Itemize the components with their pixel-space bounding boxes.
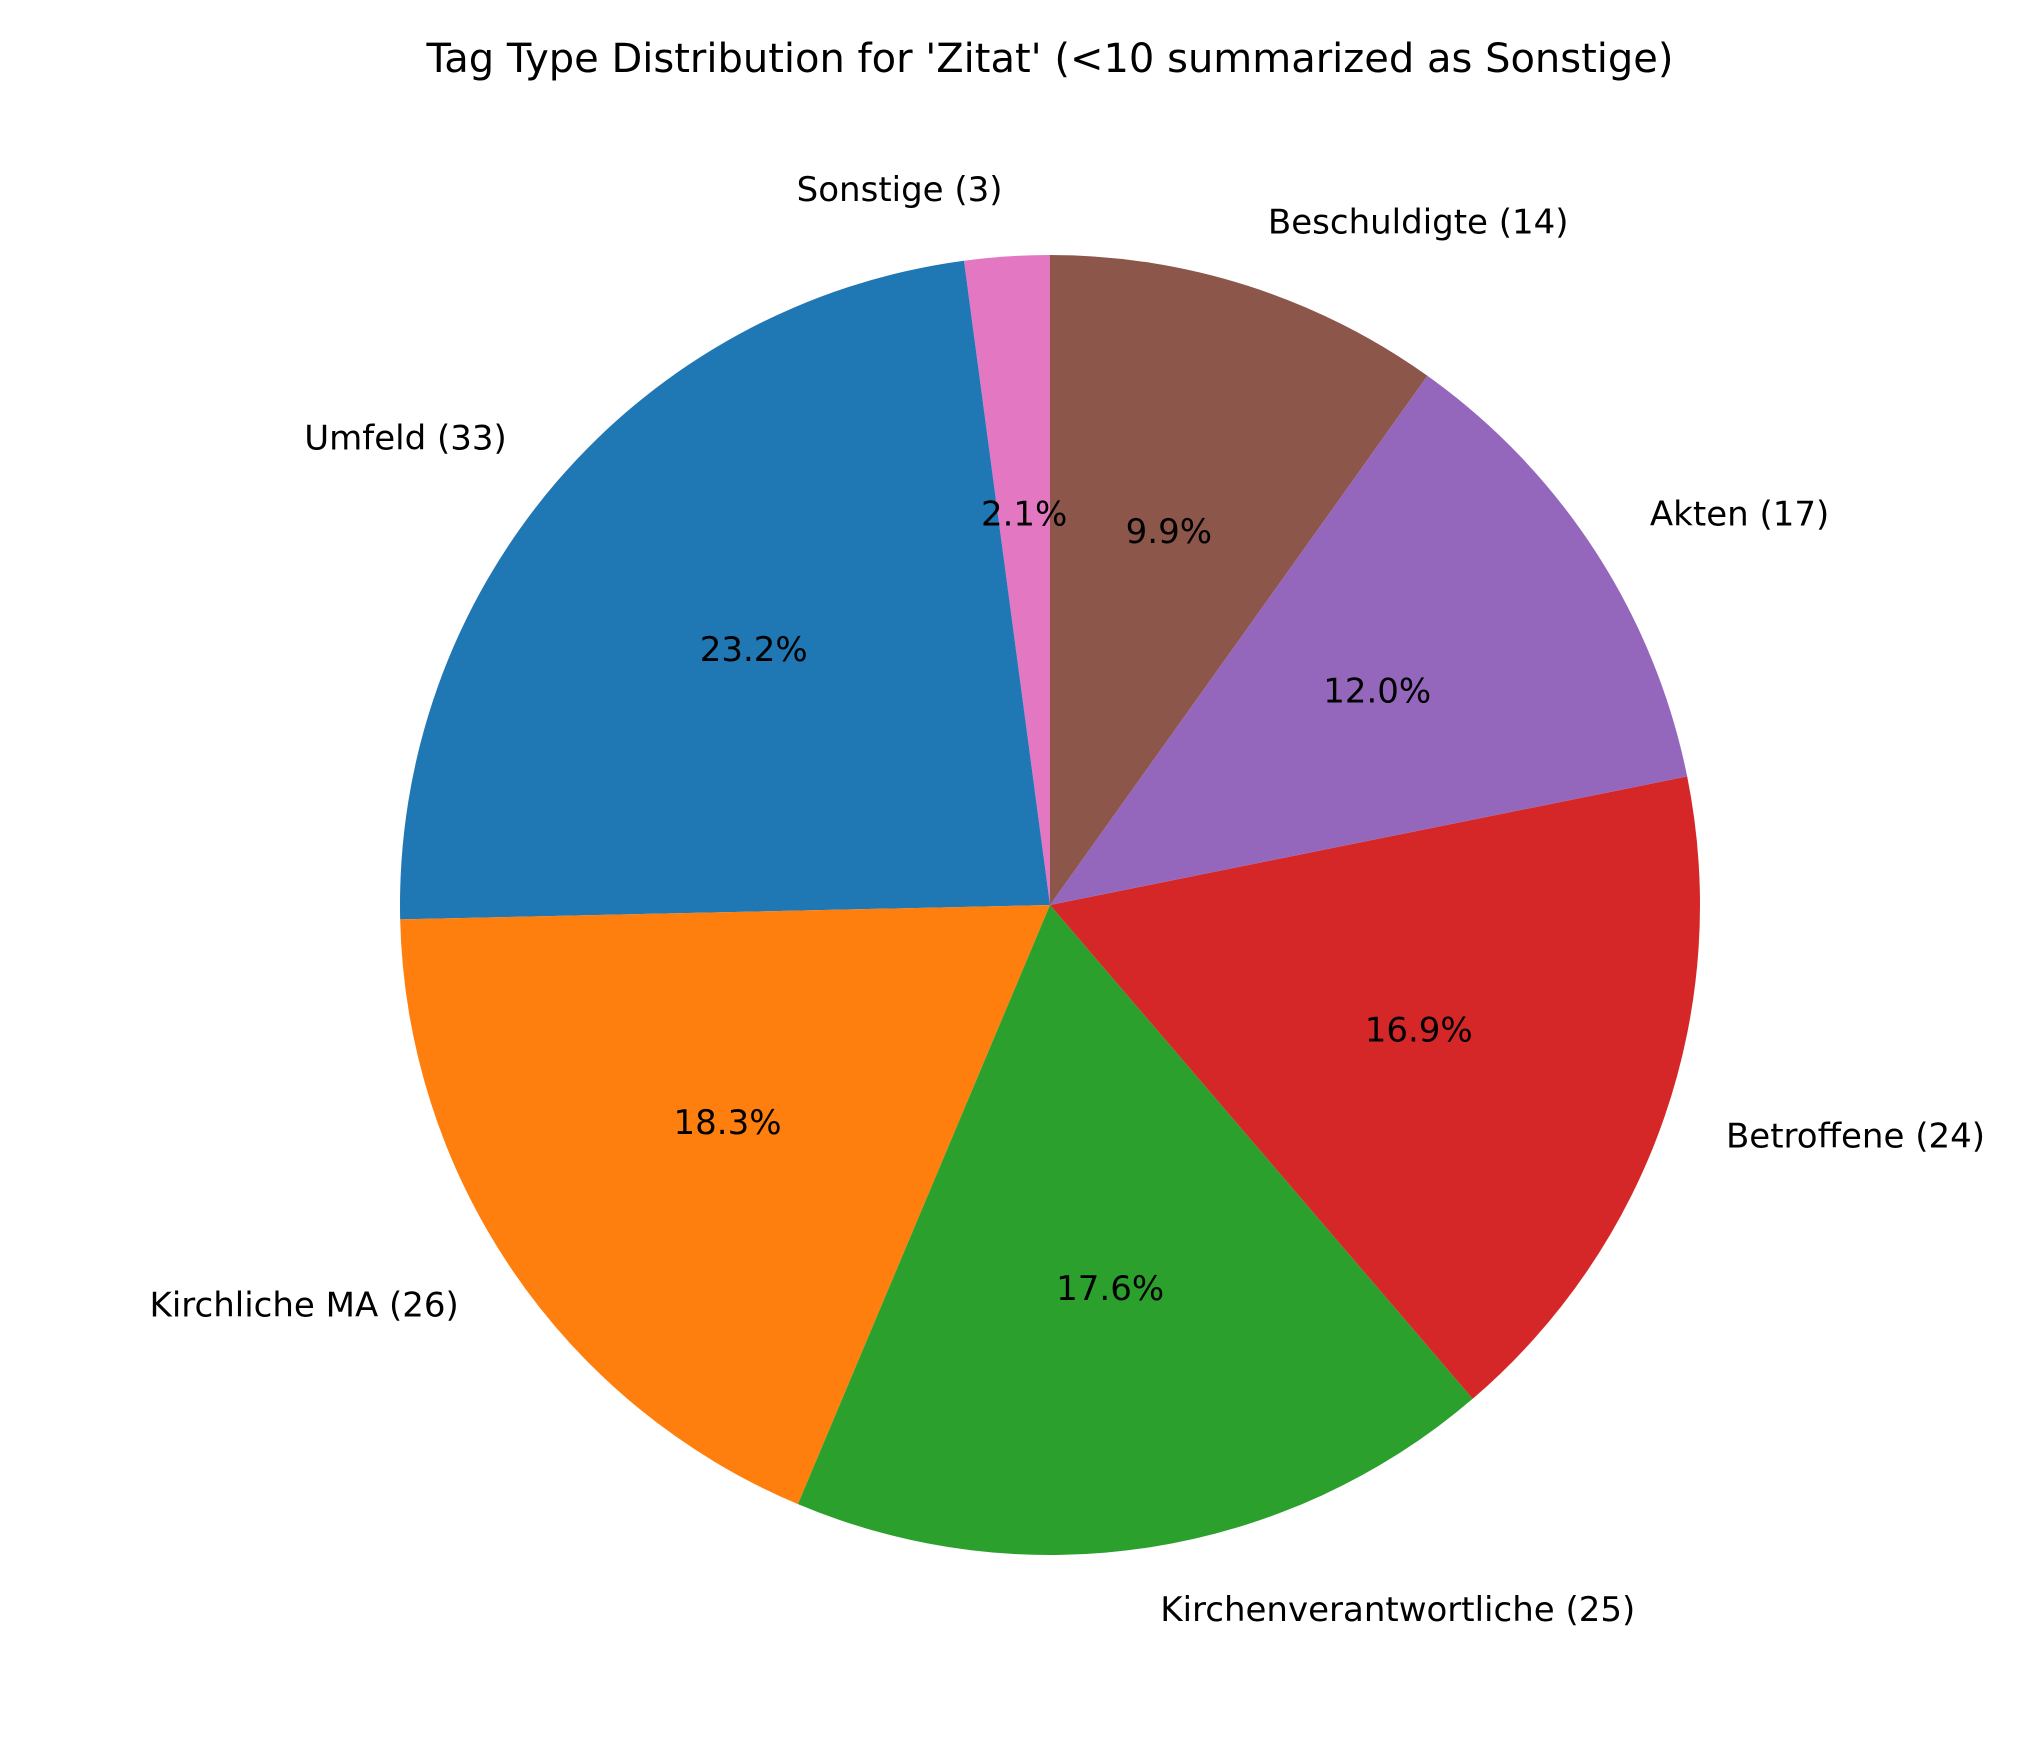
slice-label-kirchenverantwortliche: Kirchenverantwortliche (25) xyxy=(1160,1590,1635,1630)
slice-label-sonstige: Sonstige (3) xyxy=(797,170,1003,210)
percent-labels: 2.1% 23.2% 18.3% 17.6% 16.9% 12.0% 9.9% xyxy=(674,494,1473,1308)
percent-label-beschuldigte: 9.9% xyxy=(1126,512,1212,552)
slice-label-beschuldigte: Beschuldigte (14) xyxy=(1268,203,1569,243)
pie-slice-kirchenverantwortliche xyxy=(797,905,1473,1555)
percent-label-umfeld: 23.2% xyxy=(700,630,808,670)
pie-slice-kirchliche-ma xyxy=(400,905,1050,1505)
percent-label-akten: 12.0% xyxy=(1323,671,1431,711)
slice-labels: Sonstige (3) Umfeld (33) Kirchliche MA (26… xyxy=(150,170,1985,1630)
slice-label-betroffene: Betroffene (24) xyxy=(1726,1116,1985,1156)
percent-label-kirchliche-ma: 18.3% xyxy=(674,1103,782,1143)
pie-slice-akten xyxy=(1050,375,1688,905)
slice-label-umfeld: Umfeld (33) xyxy=(304,419,507,459)
slice-label-kirchliche-ma: Kirchliche MA (26) xyxy=(150,1286,459,1326)
pie-slice-sonstige xyxy=(963,255,1050,905)
pie-slice-beschuldigte xyxy=(1050,255,1428,905)
pie-slice-umfeld xyxy=(400,260,1050,920)
pie-slice-betroffene xyxy=(1050,776,1700,1399)
percent-label-sonstige: 2.1% xyxy=(981,494,1067,534)
slice-label-akten: Akten (17) xyxy=(1650,495,1829,535)
chart-title: Tag Type Distribution for 'Zitat' (<10 s… xyxy=(425,36,1673,82)
percent-label-kirchenverantwortliche: 17.6% xyxy=(1056,1269,1164,1309)
pie-slices xyxy=(400,255,1700,1555)
percent-label-betroffene: 16.9% xyxy=(1365,1011,1473,1051)
